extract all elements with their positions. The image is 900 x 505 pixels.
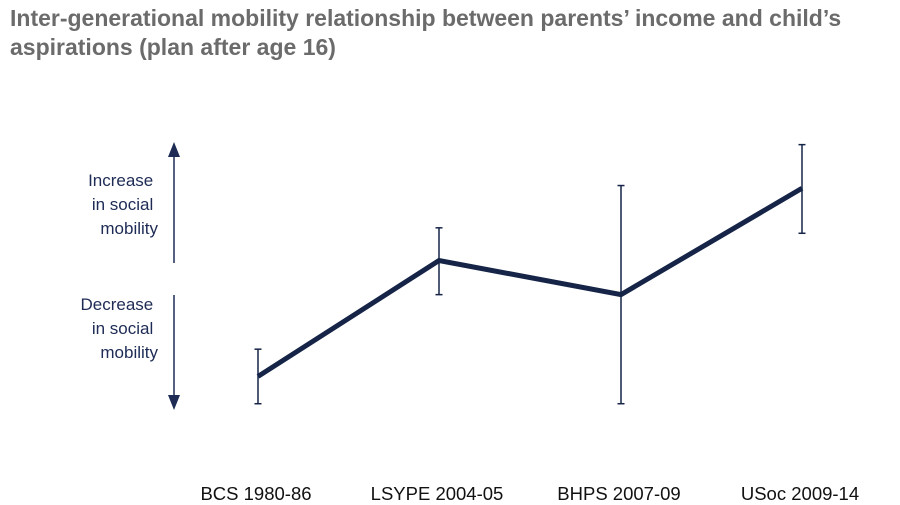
x-tick-label: LSYPE 2004-05 [371,483,504,504]
x-tick-label: BCS 1980-86 [200,483,311,504]
decrease-arrowhead [168,395,180,410]
decrease-label-line: in social [92,319,153,338]
increase-label-line: mobility [100,219,158,238]
increase-label: Increase in social mobility [88,171,158,238]
error-bars [254,143,806,405]
x-tick-label: USoc 2009-14 [741,483,859,504]
decrease-label-line: Decrease [81,295,154,314]
increase-label-line: in social [92,195,153,214]
x-tick-label: BHPS 2007-09 [557,483,680,504]
decrease-label: Decrease in social mobility [81,295,159,362]
direction-axis: Increase in social mobility Decrease in … [81,142,180,410]
increase-arrowhead [168,142,180,157]
page-title: Inter-generational mobility relationship… [10,5,842,60]
x-tick-labels: BCS 1980-86 LSYPE 2004-05 BHPS 2007-09 USoc… [200,483,859,504]
increase-label-line: Increase [88,171,153,190]
series-line-group [256,186,804,379]
series-line [256,186,804,379]
decrease-label-line: mobility [100,343,158,362]
